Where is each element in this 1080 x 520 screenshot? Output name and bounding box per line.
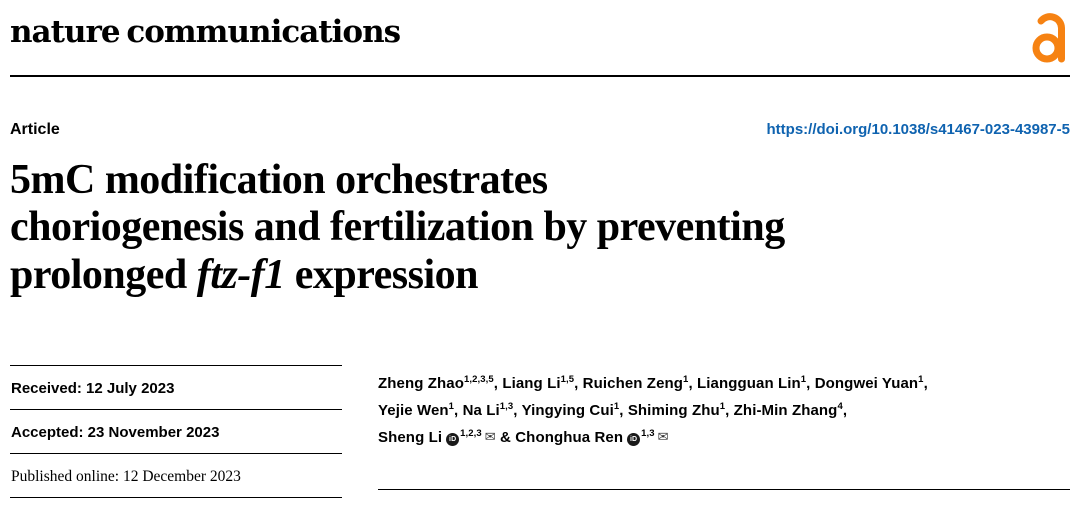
author-name: Zhi-Min Zhang	[733, 402, 838, 420]
title-line-3-pre: prolonged	[10, 251, 197, 298]
author-name: Ruichen Zeng	[582, 375, 684, 393]
author-name: Yingying Cui	[521, 402, 614, 420]
author-separator: ,	[454, 402, 463, 420]
author-name: Yejie Wen	[378, 402, 449, 420]
author-separator: ,	[725, 402, 734, 420]
author-separator: ,	[806, 375, 815, 393]
author-list: Zheng Zhao1,2,3,5, Liang Li1,5, Ruichen …	[378, 365, 1070, 449]
article-first-page: nature communications Article https://do…	[10, 12, 1070, 499]
published-date: Published online: 12 December 2023	[10, 453, 342, 497]
author-separator: ,	[619, 402, 628, 420]
author-affiliations: 1	[800, 374, 807, 386]
author-separator: ,	[923, 375, 928, 393]
author-affiliations: 1,3	[641, 428, 655, 440]
author-name: Liang Li	[502, 375, 561, 393]
article-title: 5mC modification orchestrates choriogene…	[10, 157, 1070, 299]
received-date: Received: 12 July 2023	[10, 365, 342, 409]
author-separator: ,	[688, 375, 697, 393]
author-affiliations: 1	[719, 401, 726, 413]
author-affiliations: 1	[613, 401, 620, 413]
article-meta-row: Article https://doi.org/10.1038/s41467-0…	[10, 121, 1070, 139]
title-line-1: 5mC modification orchestrates	[10, 157, 548, 203]
author-name: Chonghua Ren	[515, 429, 624, 447]
authors-divider	[378, 489, 1070, 491]
article-type-label: Article	[10, 121, 60, 138]
author-name: Shiming Zhu	[627, 402, 720, 420]
doi-link[interactable]: https://doi.org/10.1038/s41467-023-43987…	[766, 121, 1071, 138]
author-separator: ,	[513, 402, 522, 420]
author-affiliations: 1,2,3,5	[464, 374, 494, 386]
open-access-icon	[1032, 12, 1068, 69]
title-line-2: choriogenesis and fertilization by preve…	[10, 204, 785, 251]
email-icon[interactable]: ✉	[657, 429, 669, 445]
author-name: Sheng Li	[378, 429, 443, 447]
journal-logo: nature communications	[10, 14, 401, 50]
accepted-date: Accepted: 23 November 2023	[10, 409, 342, 453]
info-grid: Received: 12 July 2023 Accepted: 23 Nove…	[10, 365, 1070, 499]
orcid-icon[interactable]: iD	[627, 433, 641, 447]
author-affiliations: 1	[448, 401, 455, 413]
author-affiliations: 1,2,3	[460, 428, 482, 440]
author-separator: ,	[574, 375, 583, 393]
author-name: Liangguan Lin	[696, 375, 801, 393]
author-separator: ,	[493, 375, 503, 393]
author-name: Dongwei Yuan	[814, 375, 919, 393]
dates-column: Received: 12 July 2023 Accepted: 23 Nove…	[10, 365, 342, 499]
author-separator: ,	[842, 402, 848, 420]
email-icon[interactable]: ✉	[484, 429, 496, 445]
author-affiliations: 1,3	[499, 401, 514, 413]
authors-column: Zheng Zhao1,2,3,5, Liang Li1,5, Ruichen …	[378, 365, 1070, 498]
orcid-icon[interactable]: iD	[446, 433, 460, 447]
author-affiliations: 1	[683, 374, 689, 386]
journal-masthead: nature communications	[10, 12, 1070, 77]
title-gene-name: ftz-f1	[196, 251, 285, 298]
author-separator: &	[495, 429, 516, 447]
author-affiliations: 4	[837, 401, 843, 413]
author-affiliations: 1,5	[560, 374, 575, 386]
author-name: Zheng Zhao	[378, 375, 464, 393]
title-line-3-post: expression	[284, 251, 479, 298]
author-name: Na Li	[462, 402, 500, 420]
author-affiliations: 1	[918, 374, 924, 386]
